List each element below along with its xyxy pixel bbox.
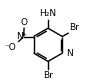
- Text: O: O: [20, 18, 27, 27]
- Text: N: N: [66, 49, 72, 58]
- Text: Br: Br: [43, 71, 53, 80]
- Text: ⁻O: ⁻O: [4, 43, 16, 52]
- Text: Br: Br: [69, 23, 79, 32]
- Text: H₂N: H₂N: [39, 9, 57, 18]
- Text: +: +: [21, 32, 27, 37]
- Text: N: N: [16, 32, 23, 41]
